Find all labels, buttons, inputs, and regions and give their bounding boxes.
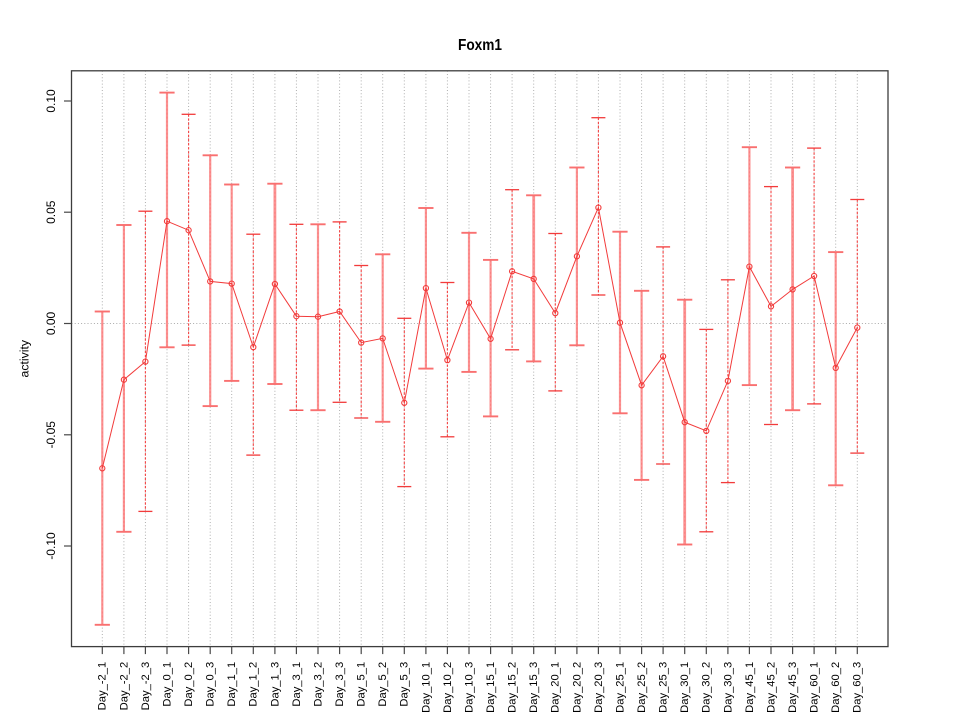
- svg-text:Day_3_2: Day_3_2: [312, 662, 324, 707]
- svg-text:Day_0_1: Day_0_1: [161, 662, 173, 707]
- svg-text:-0.10: -0.10: [44, 532, 58, 560]
- svg-text:Day_3_1: Day_3_1: [291, 662, 303, 707]
- svg-text:Day_20_3: Day_20_3: [593, 662, 605, 713]
- svg-text:Day_20_1: Day_20_1: [550, 662, 562, 713]
- svg-text:Day_25_1: Day_25_1: [614, 662, 626, 713]
- svg-text:Day_60_1: Day_60_1: [809, 662, 821, 713]
- svg-text:Day_1_2: Day_1_2: [248, 662, 260, 707]
- svg-text:activity: activity: [18, 339, 32, 377]
- svg-text:Day_30_3: Day_30_3: [722, 662, 734, 713]
- svg-text:Day_1_3: Day_1_3: [269, 662, 281, 707]
- svg-text:Day_45_3: Day_45_3: [787, 662, 799, 713]
- svg-text:Day_30_1: Day_30_1: [679, 662, 691, 713]
- svg-text:Day_-2_1: Day_-2_1: [97, 662, 109, 711]
- svg-text:Day_45_1: Day_45_1: [744, 662, 756, 713]
- svg-text:0.10: 0.10: [44, 89, 58, 113]
- svg-text:0.00: 0.00: [44, 311, 58, 335]
- svg-text:Day_10_2: Day_10_2: [442, 662, 454, 713]
- svg-text:Foxm1: Foxm1: [458, 37, 502, 54]
- svg-text:Day_20_2: Day_20_2: [571, 662, 583, 713]
- svg-text:-0.05: -0.05: [44, 421, 58, 449]
- svg-text:Day_-2_2: Day_-2_2: [118, 662, 130, 711]
- svg-text:Day_10_3: Day_10_3: [463, 662, 475, 713]
- svg-text:Day_3_3: Day_3_3: [334, 662, 346, 707]
- svg-text:Day_60_2: Day_60_2: [830, 662, 842, 713]
- svg-text:Day_0_2: Day_0_2: [183, 662, 195, 707]
- svg-text:Day_60_3: Day_60_3: [852, 662, 864, 713]
- svg-text:Day_15_2: Day_15_2: [507, 662, 519, 713]
- svg-text:Day_5_3: Day_5_3: [399, 662, 411, 707]
- svg-text:Day_1_1: Day_1_1: [226, 662, 238, 707]
- svg-text:0.05: 0.05: [44, 200, 58, 224]
- svg-text:Day_30_2: Day_30_2: [701, 662, 713, 713]
- svg-text:Day_45_2: Day_45_2: [765, 662, 777, 713]
- svg-text:Day_25_2: Day_25_2: [636, 662, 648, 713]
- svg-text:Day_15_3: Day_15_3: [528, 662, 540, 713]
- svg-text:Day_0_3: Day_0_3: [205, 662, 217, 707]
- svg-text:Day_25_3: Day_25_3: [658, 662, 670, 713]
- svg-text:Day_10_1: Day_10_1: [420, 662, 432, 713]
- svg-text:Day_15_1: Day_15_1: [485, 662, 497, 713]
- svg-text:Day_-2_3: Day_-2_3: [140, 662, 152, 711]
- svg-text:Day_5_1: Day_5_1: [356, 662, 368, 707]
- svg-text:Day_5_2: Day_5_2: [377, 662, 389, 707]
